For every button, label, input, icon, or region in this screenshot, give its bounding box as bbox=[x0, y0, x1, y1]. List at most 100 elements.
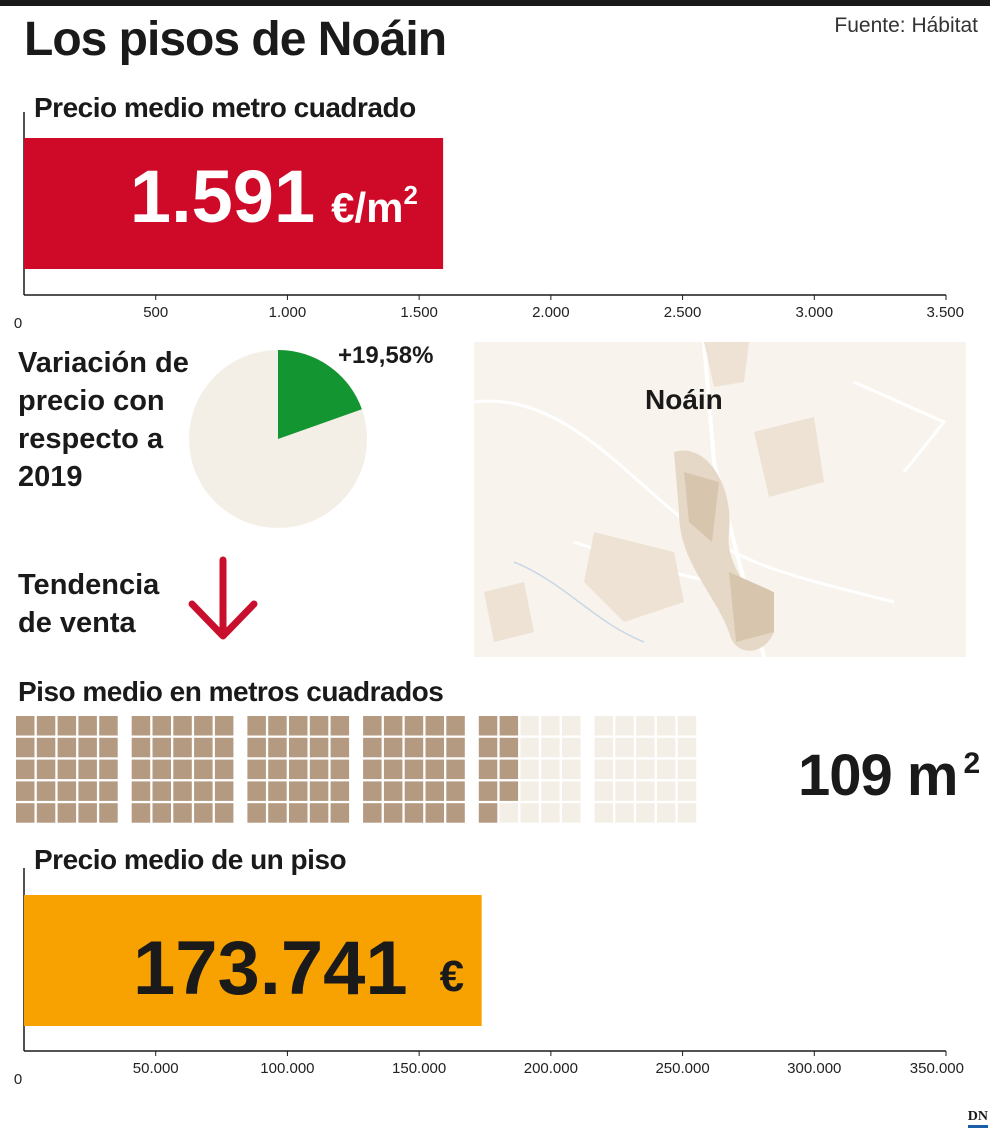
price-m2-unit: €/m2 bbox=[331, 180, 418, 231]
waffle-cell-filled bbox=[36, 716, 56, 736]
trend-label-line: de venta bbox=[18, 607, 136, 639]
waffle-cell-filled bbox=[383, 781, 403, 801]
waffle-cell-filled bbox=[36, 759, 56, 780]
waffle-cell-empty bbox=[520, 781, 539, 801]
waffle-cell-filled bbox=[330, 803, 350, 823]
variation-label-line: respecto a bbox=[18, 423, 164, 455]
x-tick-label: 500 bbox=[143, 304, 168, 321]
waffle-cell-empty bbox=[677, 803, 697, 823]
price-flat-chart: 0 50.000 100.000 150.000 200.000 250.000 300.0… bbox=[14, 868, 964, 1088]
waffle-cell-filled bbox=[499, 759, 519, 780]
waffle-cell-filled bbox=[425, 781, 444, 801]
waffle-cell-filled bbox=[478, 759, 498, 780]
waffle-cell-filled bbox=[131, 759, 151, 780]
surface-title: Piso medio en metros cuadrados bbox=[18, 676, 444, 707]
page-title: Los pisos de Noáin bbox=[24, 13, 447, 66]
x-tick-label: 100.000 bbox=[260, 1060, 314, 1077]
waffle-cell-filled bbox=[214, 781, 234, 801]
x-tick-label: 3.500 bbox=[926, 304, 964, 321]
waffle-cell-empty bbox=[541, 781, 560, 801]
price-flat-value: 173.741 bbox=[133, 926, 408, 1011]
waffle-cell-filled bbox=[247, 737, 266, 758]
town-map bbox=[474, 342, 966, 657]
waffle-cell-empty bbox=[656, 803, 676, 823]
waffle-cell-filled bbox=[57, 803, 77, 823]
waffle-cell-empty bbox=[656, 737, 676, 758]
waffle-cell-filled bbox=[194, 737, 213, 758]
waffle-cell-filled bbox=[131, 716, 151, 736]
x-tick-label: 2.500 bbox=[664, 304, 702, 321]
waffle-cell-filled bbox=[36, 781, 56, 801]
top-rule bbox=[0, 0, 990, 6]
waffle-cell-filled bbox=[131, 781, 151, 801]
variation-label-line: Variación de bbox=[18, 347, 189, 379]
waffle-cell-filled bbox=[363, 759, 382, 780]
waffle-cell-filled bbox=[152, 737, 171, 758]
waffle-cell-filled bbox=[78, 759, 97, 780]
x-tick-label: 0 bbox=[14, 1071, 22, 1088]
trend-label-line: Tendencia bbox=[18, 569, 160, 601]
x-tick-label: 300.000 bbox=[787, 1060, 841, 1077]
waffle-cell-empty bbox=[520, 759, 539, 780]
waffle-cell-filled bbox=[194, 803, 213, 823]
waffle-cell-filled bbox=[173, 737, 192, 758]
waffle-cell-empty bbox=[541, 716, 560, 736]
waffle-cell-empty bbox=[615, 803, 634, 823]
waffle-cell-filled bbox=[289, 737, 308, 758]
waffle-cell-filled bbox=[289, 781, 308, 801]
waffle-cell-filled bbox=[16, 781, 35, 801]
waffle-cell-empty bbox=[594, 803, 613, 823]
waffle-cell-filled bbox=[289, 803, 308, 823]
price-flat-bar bbox=[24, 895, 482, 1026]
price-m2-chart: 0 500 1.000 1.500 2.000 2.500 3.000 3.500 1.591… bbox=[14, 112, 964, 332]
waffle-cell-filled bbox=[194, 781, 213, 801]
waffle-cell-empty bbox=[677, 716, 697, 736]
waffle-cell-filled bbox=[131, 737, 151, 758]
waffle-cell-empty bbox=[636, 803, 655, 823]
x-tick-label: 150.000 bbox=[392, 1060, 446, 1077]
waffle-cell-filled bbox=[330, 759, 350, 780]
variation-label-line: precio con bbox=[18, 385, 165, 417]
waffle-cell-filled bbox=[383, 737, 403, 758]
waffle-cell-empty bbox=[636, 781, 655, 801]
waffle-cell-empty bbox=[562, 737, 581, 758]
waffle-cell-empty bbox=[615, 737, 634, 758]
waffle-cell-empty bbox=[636, 716, 655, 736]
waffle-cell-filled bbox=[99, 781, 118, 801]
waffle-cell-filled bbox=[363, 803, 382, 823]
waffle-cell-empty bbox=[636, 759, 655, 780]
waffle-cell-filled bbox=[247, 781, 266, 801]
waffle-cell-empty bbox=[677, 759, 697, 780]
waffle-cell-filled bbox=[152, 781, 171, 801]
waffle-cell-filled bbox=[404, 759, 424, 780]
waffle-cell-filled bbox=[425, 759, 444, 780]
waffle-cell-empty bbox=[541, 737, 560, 758]
waffle-cell-filled bbox=[214, 759, 234, 780]
waffle-cell-filled bbox=[99, 716, 118, 736]
x-tick-label: 0 bbox=[14, 315, 22, 332]
waffle-cell-empty bbox=[562, 803, 581, 823]
waffle-cell-filled bbox=[99, 803, 118, 823]
waffle-cell-filled bbox=[446, 716, 465, 736]
waffle-cell-empty bbox=[594, 759, 613, 780]
waffle-cell-filled bbox=[309, 781, 329, 801]
waffle-cell-filled bbox=[36, 737, 56, 758]
waffle-cell-empty bbox=[594, 716, 613, 736]
waffle-cell-filled bbox=[247, 716, 266, 736]
price-m2-bar bbox=[24, 138, 444, 269]
brand-logo: DN bbox=[967, 1109, 988, 1128]
variation-value: +19,58% bbox=[338, 342, 434, 369]
waffle-cell-filled bbox=[247, 759, 266, 780]
waffle-cell-empty bbox=[677, 781, 697, 801]
map-town-label: Noáin bbox=[645, 384, 723, 415]
waffle-cell-filled bbox=[363, 781, 382, 801]
variation-pie-chart bbox=[189, 350, 367, 528]
waffle-cell-filled bbox=[289, 716, 308, 736]
waffle-cell-empty bbox=[520, 716, 539, 736]
waffle-cell-filled bbox=[446, 737, 465, 758]
waffle-cell-filled bbox=[478, 737, 498, 758]
surface-waffle-chart bbox=[16, 716, 697, 823]
waffle-cell-filled bbox=[16, 759, 35, 780]
waffle-cell-filled bbox=[268, 737, 287, 758]
waffle-cell-filled bbox=[214, 716, 234, 736]
